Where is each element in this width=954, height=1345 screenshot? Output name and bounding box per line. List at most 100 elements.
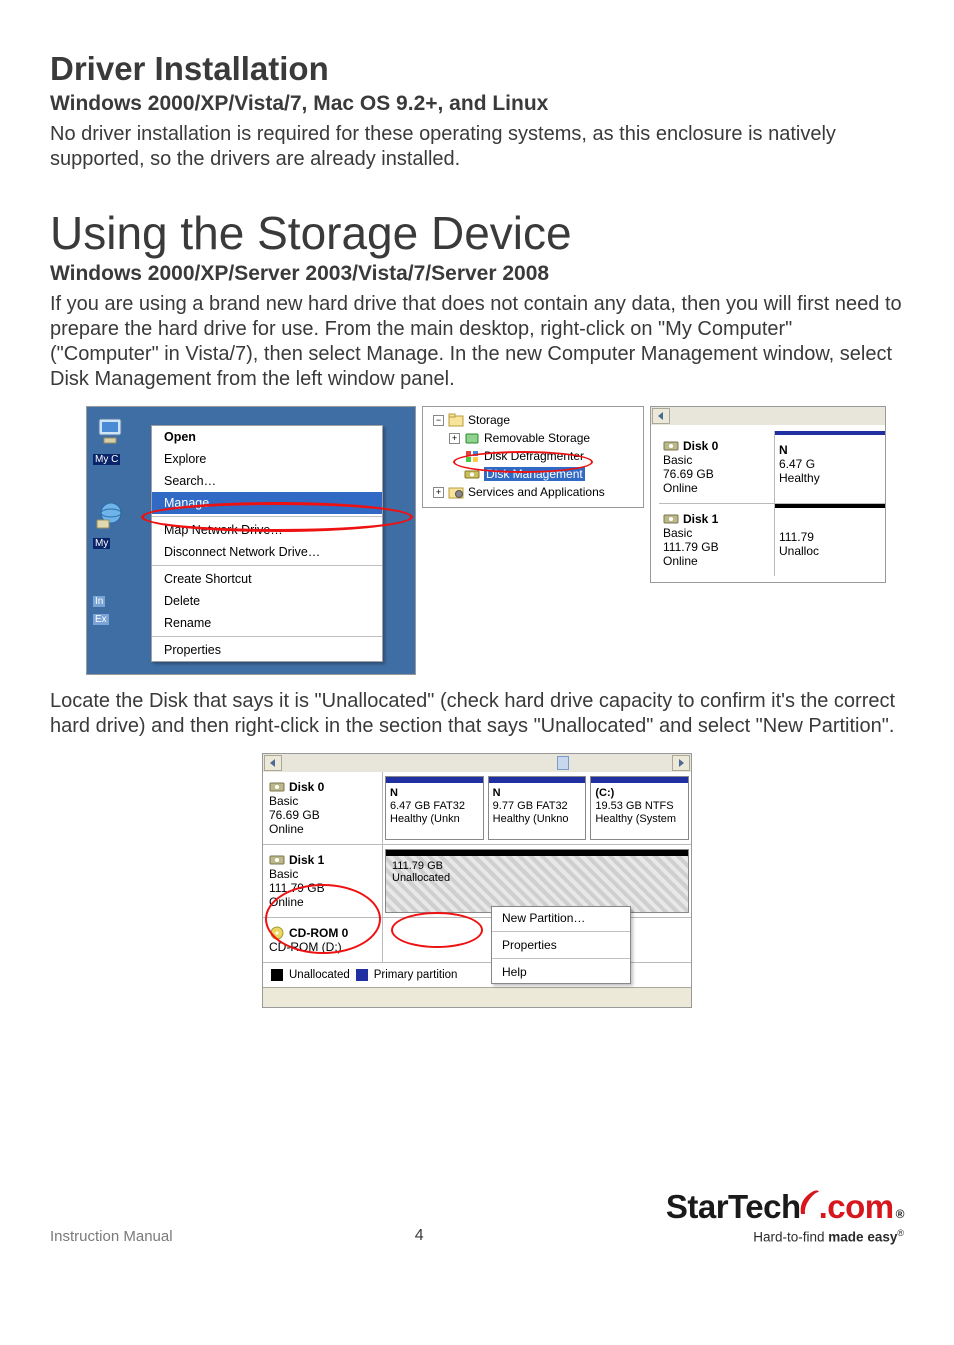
registered-icon: ® xyxy=(896,1207,904,1221)
menu-help[interactable]: Help xyxy=(492,961,630,983)
brand-tagline: Hard-to-find made easy® xyxy=(666,1228,904,1245)
scroll-right-button[interactable] xyxy=(672,755,690,771)
menu-separator xyxy=(152,565,382,566)
tree-defrag[interactable]: Disk Defragmenter xyxy=(427,447,641,465)
tree-diskmgmt[interactable]: Disk Management xyxy=(427,465,641,483)
my-network-label: My xyxy=(93,538,110,549)
folder-icon xyxy=(448,412,464,428)
disk1-size: 111.79 GB xyxy=(269,881,376,895)
unallocated-area[interactable]: 111.79 GB Unallocated xyxy=(385,849,689,913)
legend-unallocated: Unallocated xyxy=(289,969,350,981)
scroll-left-button[interactable] xyxy=(264,755,282,771)
disk0-part-size: 6.47 G xyxy=(779,457,881,471)
tagline-2: made easy xyxy=(828,1230,897,1245)
disk0-type: Basic xyxy=(663,453,770,467)
disk1-unallocated: 111.79 Unalloc xyxy=(775,504,885,576)
driver-install-subhead: Windows 2000/XP/Vista/7, Mac OS 9.2+, an… xyxy=(50,92,904,116)
disk-icon xyxy=(663,439,679,453)
menu-manage[interactable]: Manage xyxy=(152,492,382,514)
tree-services[interactable]: + Services and Applications xyxy=(427,483,641,501)
screenshot-disk-list: Disk 0 Basic 76.69 GB Online N 6.47 G He… xyxy=(650,406,886,583)
cdrom-sub: CD-ROM (D:) xyxy=(269,940,376,954)
startech-logo: StarTech .com ® Hard-to-find made easy® xyxy=(666,1188,904,1245)
menu-separator xyxy=(492,958,630,959)
menu-search[interactable]: Search… xyxy=(152,470,382,492)
disk1-type: Basic xyxy=(269,867,376,881)
part-size: 9.77 GB FAT32 xyxy=(493,800,568,812)
scroll-thumb[interactable] xyxy=(557,756,569,770)
cdrom-info: CD-ROM 0 CD-ROM (D:) xyxy=(263,918,383,962)
screenshot-tree: − Storage + Removable Storage Disk Defra… xyxy=(422,406,644,508)
disk0-size: 76.69 GB xyxy=(663,467,770,481)
part-name: (C:) xyxy=(595,787,614,799)
part-name: N xyxy=(493,787,501,799)
part-health: Healthy (Unkn xyxy=(390,813,460,825)
disk1-part-status: Unalloc xyxy=(779,544,881,558)
partition-n1[interactable]: N6.47 GB FAT32Healthy (Unkn xyxy=(385,776,484,840)
tree-defrag-label: Disk Defragmenter xyxy=(484,449,584,463)
menu-new-partition[interactable]: New Partition… xyxy=(492,907,630,929)
disk0-info: Disk 0 Basic 76.69 GB Online xyxy=(263,772,383,844)
brand-ext: .com xyxy=(819,1188,894,1226)
in-label: In xyxy=(93,596,105,607)
legend-swatch-unallocated xyxy=(271,969,283,981)
disk1-status: Online xyxy=(269,895,376,909)
menu-disconnect-drive[interactable]: Disconnect Network Drive… xyxy=(152,541,382,563)
disk0-size: 76.69 GB xyxy=(269,808,376,822)
disk1-info: Disk 1 Basic 111.79 GB Online xyxy=(659,504,775,576)
disk-management-icon xyxy=(464,466,480,482)
partition-context-menu: New Partition… Properties Help xyxy=(491,906,631,984)
menu-explore[interactable]: Explore xyxy=(152,448,382,470)
menu-rename[interactable]: Rename xyxy=(152,612,382,634)
menu-open[interactable]: Open xyxy=(152,426,382,448)
cdrom-title: CD-ROM 0 xyxy=(289,926,348,940)
brand-swoosh-icon xyxy=(797,1188,821,1218)
using-device-subhead: Windows 2000/XP/Server 2003/Vista/7/Serv… xyxy=(50,262,904,286)
removable-storage-icon xyxy=(464,430,480,446)
instruction-manual-label: Instruction Manual xyxy=(50,1228,173,1245)
tree-expand-icon[interactable]: + xyxy=(433,487,444,498)
menu-delete[interactable]: Delete xyxy=(152,590,382,612)
partition-n2[interactable]: N9.77 GB FAT32Healthy (Unkno xyxy=(488,776,587,840)
disk-icon xyxy=(269,780,285,794)
tree-removable[interactable]: + Removable Storage xyxy=(427,429,641,447)
partition-c[interactable]: (C:)19.53 GB NTFSHealthy (System xyxy=(590,776,689,840)
menu-map-drive[interactable]: Map Network Drive… xyxy=(152,519,382,541)
tree-storage-label: Storage xyxy=(468,413,510,427)
screenshot-context-menu: My C My In Ex Open Explore Search… Manag… xyxy=(86,406,416,675)
tree-expand-icon[interactable]: + xyxy=(449,433,460,444)
menu-separator xyxy=(152,516,382,517)
disk0-status: Online xyxy=(269,822,376,836)
legend-primary: Primary partition xyxy=(374,969,458,981)
part-health: Healthy (Unkno xyxy=(493,813,569,825)
tree-storage[interactable]: − Storage xyxy=(427,411,641,429)
disk1-title: Disk 1 xyxy=(683,512,718,526)
disk1-info: Disk 1 Basic 111.79 GB Online xyxy=(263,845,383,917)
menu-create-shortcut[interactable]: Create Shortcut xyxy=(152,568,382,590)
scrollbar[interactable] xyxy=(263,754,691,772)
scroll-left-button[interactable] xyxy=(652,408,670,424)
disk1-size: 111.79 GB xyxy=(663,540,770,554)
unalloc-label: Unallocated xyxy=(392,872,450,884)
menu-properties[interactable]: Properties xyxy=(492,934,630,956)
tree-collapse-icon[interactable]: − xyxy=(433,415,444,426)
menu-separator xyxy=(492,931,630,932)
part-name: N xyxy=(390,787,398,799)
disk1-part-size: 111.79 xyxy=(779,530,881,544)
legend-swatch-primary xyxy=(356,969,368,981)
scrollbar[interactable] xyxy=(651,407,885,425)
tree-diskmgmt-label: Disk Management xyxy=(484,467,585,481)
screenshots-row: My C My In Ex Open Explore Search… Manag… xyxy=(86,406,904,675)
my-network-icon xyxy=(93,497,129,533)
disk0-status: Online xyxy=(663,481,770,495)
disk0-part-name: N xyxy=(779,443,788,457)
disk-row: Disk 1 Basic 111.79 GB Online 111.79 Una… xyxy=(659,503,885,576)
using-device-para2: Locate the Disk that says it is "Unalloc… xyxy=(50,689,904,739)
tagline-1: Hard-to-find xyxy=(753,1230,828,1245)
services-icon xyxy=(448,484,464,500)
disk0-type: Basic xyxy=(269,794,376,808)
status-bar xyxy=(263,987,691,1007)
using-device-para1: If you are using a brand new hard drive … xyxy=(50,292,904,392)
disk-row: Disk 0 Basic 76.69 GB Online N6.47 GB FA… xyxy=(263,772,691,844)
menu-properties[interactable]: Properties xyxy=(152,639,382,661)
